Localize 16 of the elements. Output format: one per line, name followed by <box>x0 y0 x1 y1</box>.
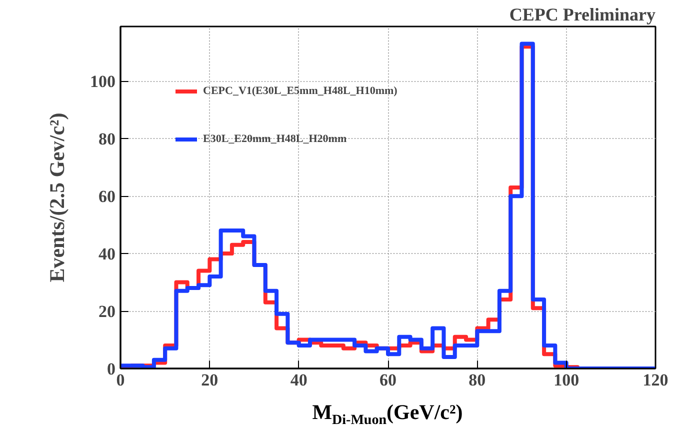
x-tick-label: 60 <box>380 370 396 390</box>
y-tick-label: 80 <box>98 130 116 149</box>
x-tick-label: 80 <box>468 370 486 390</box>
y-tick-label: 20 <box>98 302 116 322</box>
x-tick-label: 20 <box>201 370 218 390</box>
y-axis-title: Events/(2.5 Gev/c²) <box>45 112 69 282</box>
x-axis-title: M$_{Di-Muon}$(GeV/c²) <box>312 400 463 430</box>
x-tick-label: 100 <box>554 370 580 390</box>
chart-title: CEPC Preliminary <box>509 4 656 24</box>
x-tick-label: 40 <box>290 370 308 390</box>
y-tick-label: 100 <box>90 72 116 92</box>
legend-label: E30L_E20mm_H48L_H20mm <box>203 133 347 145</box>
y-tick-label: 40 <box>98 244 116 264</box>
y-tick-label: 60 <box>98 187 116 206</box>
legend-label: CEPC_V1(E30L_E5mm_H48L_H10mm) <box>203 85 398 97</box>
x-tick-label: 120 <box>642 370 668 390</box>
